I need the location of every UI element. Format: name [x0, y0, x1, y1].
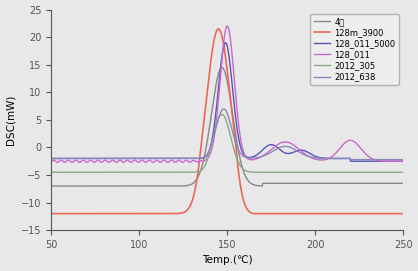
4관 [199, 166, 204, 170]
128m_3900 [356, 212, 361, 215]
2012_638 [221, 107, 226, 111]
4관 [356, 182, 361, 185]
128m_3900 [400, 212, 405, 215]
128m_3900 [49, 212, 54, 215]
128_011_5000 [394, 160, 399, 163]
128_011 [136, 161, 141, 164]
2012_305 [394, 171, 399, 174]
128_011 [110, 159, 115, 162]
128_011 [400, 160, 405, 163]
128m_3900 [199, 140, 204, 144]
Line: 4관: 4관 [51, 67, 403, 186]
2012_638 [348, 158, 353, 161]
128_011_5000 [49, 157, 54, 160]
2012_305 [49, 171, 54, 174]
4관 [184, 184, 189, 187]
2012_638 [49, 157, 54, 160]
2012_638 [199, 156, 204, 160]
128_011 [49, 160, 54, 163]
4관 [89, 185, 94, 188]
2012_305 [89, 171, 94, 174]
Line: 128m_3900: 128m_3900 [51, 29, 403, 214]
128_011 [394, 160, 399, 163]
4관 [394, 182, 399, 185]
128m_3900 [394, 212, 399, 215]
128_011_5000 [400, 160, 405, 163]
2012_638 [356, 158, 361, 161]
128_011 [199, 159, 204, 163]
2012_638 [400, 158, 405, 161]
128_011 [184, 159, 189, 162]
2012_305 [219, 113, 224, 116]
Line: 128_011_5000: 128_011_5000 [51, 43, 403, 161]
Line: 2012_638: 2012_638 [51, 109, 403, 160]
2012_638 [110, 157, 115, 160]
2012_305 [110, 171, 115, 174]
128_011 [356, 144, 361, 147]
2012_638 [394, 158, 399, 161]
128_011 [224, 24, 229, 28]
128_011_5000 [356, 160, 361, 163]
128_011_5000 [89, 157, 94, 160]
128_011_5000 [199, 157, 204, 160]
Line: 128_011: 128_011 [51, 26, 403, 162]
X-axis label: Temp.(℃): Temp.(℃) [202, 256, 252, 265]
128_011_5000 [184, 157, 189, 160]
128_011_5000 [110, 157, 115, 160]
Legend: 4관, 128m_3900, 128_011_5000, 128_011, 2012_305, 2012_638: 4관, 128m_3900, 128_011_5000, 128_011, 20… [310, 14, 399, 85]
128_011 [89, 159, 94, 162]
128_011_5000 [223, 41, 228, 44]
2012_638 [89, 157, 94, 160]
4관 [110, 185, 115, 188]
2012_305 [184, 171, 189, 174]
2012_638 [184, 157, 189, 160]
4관 [219, 66, 224, 69]
Y-axis label: DSC(mW): DSC(mW) [5, 95, 15, 145]
128_011_5000 [348, 160, 353, 163]
128m_3900 [216, 27, 221, 30]
2012_305 [199, 169, 204, 172]
128m_3900 [184, 209, 189, 212]
Line: 2012_305: 2012_305 [51, 114, 403, 172]
4관 [49, 185, 54, 188]
2012_305 [356, 171, 361, 174]
4관 [400, 182, 405, 185]
2012_305 [400, 171, 405, 174]
128m_3900 [89, 212, 94, 215]
128m_3900 [110, 212, 115, 215]
